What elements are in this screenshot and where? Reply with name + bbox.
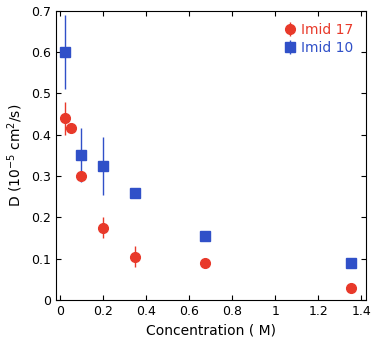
Y-axis label: D (10$^{-5}$ cm$^2$/s): D (10$^{-5}$ cm$^2$/s) [6, 104, 25, 207]
X-axis label: Concentration ( M): Concentration ( M) [146, 323, 276, 338]
Legend: Imid 17, Imid 10: Imid 17, Imid 10 [279, 17, 359, 61]
